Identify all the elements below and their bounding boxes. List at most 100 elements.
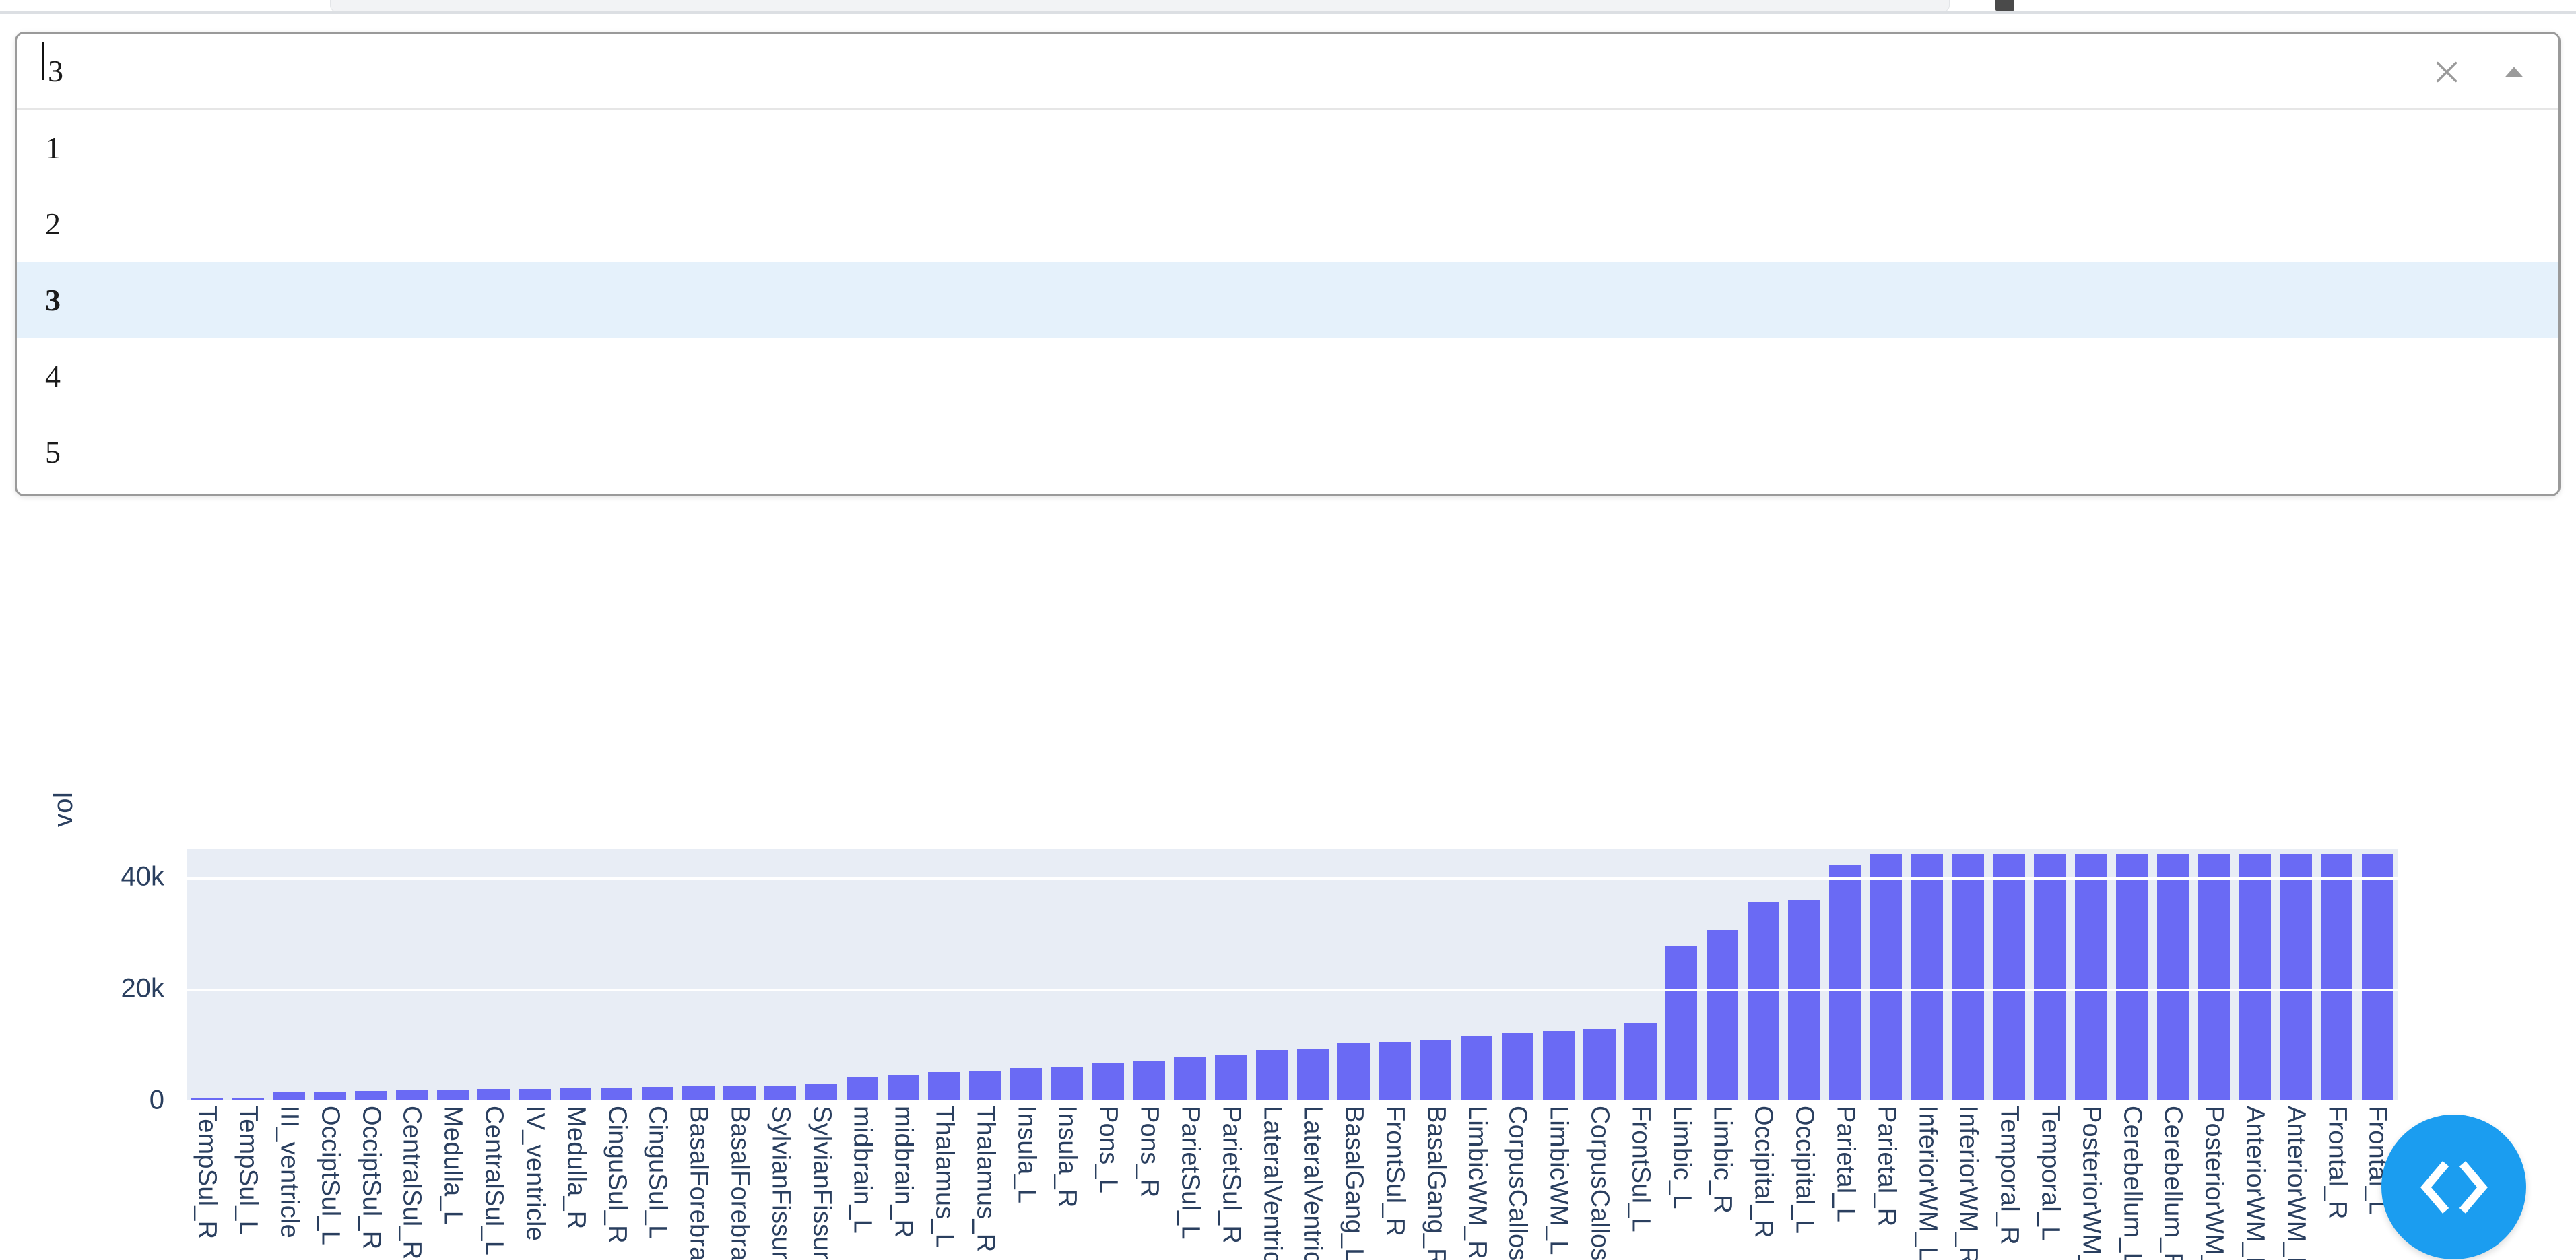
bar[interactable] [2361,854,2394,1100]
bar[interactable] [1010,1067,1043,1100]
x-axis-tick-label: Occipital_L [1790,1106,1819,1234]
bar[interactable] [1296,1048,1329,1100]
combobox-option[interactable]: 5 [17,414,2558,490]
combobox-option[interactable]: 2 [17,186,2558,262]
x-label-slot: BasalForebrain_L [719,1106,760,1260]
bar[interactable] [1255,1050,1288,1100]
x-axis-tick-label: Temporal_L [2036,1106,2065,1241]
bar-slot [924,849,965,1100]
bar[interactable] [641,1087,674,1100]
bar[interactable] [354,1090,387,1100]
bar[interactable] [1460,1035,1493,1100]
bar[interactable] [1829,865,1861,1100]
bar[interactable] [2075,854,2107,1100]
bar-slot [391,849,432,1100]
combobox-option[interactable]: 1 [17,110,2558,186]
combobox-input[interactable]: 3 [42,42,63,89]
x-label-slot: CinguSul_R [596,1106,637,1260]
bar[interactable] [1379,1041,1411,1100]
combobox-input-row[interactable]: 3 [17,34,2558,110]
code-fab-button[interactable] [2381,1115,2526,1259]
bar[interactable] [805,1084,838,1100]
bar-slot [2111,849,2152,1100]
toolbar-pill[interactable] [330,0,1950,12]
bar[interactable] [314,1091,346,1100]
bar[interactable] [2280,854,2312,1100]
bar-slot [269,849,310,1100]
x-axis-tick-label: FrontSul_L [1626,1106,1655,1232]
x-label-slot: midbrain_R [883,1106,924,1260]
bar[interactable] [887,1075,919,1100]
bar[interactable] [2115,854,2148,1100]
toolbar-square-icon[interactable] [1995,0,2014,11]
x-axis-tick-label: PosteriorWM_L [2077,1106,2106,1260]
bar[interactable] [969,1071,1001,1100]
bar-slot [1047,849,1088,1100]
bar[interactable] [1993,854,2025,1100]
bar[interactable] [1092,1063,1124,1100]
plot-area [187,849,2398,1100]
bar[interactable] [1215,1054,1247,1100]
bar[interactable] [1624,1023,1657,1100]
bar[interactable] [1747,901,1779,1100]
bar[interactable] [682,1086,715,1100]
x-label-slot: Pons_L [1088,1106,1129,1260]
x-label-slot: SylvianFissureExt_L [801,1106,842,1260]
x-axis-tick-label: BasalGang_L [1340,1106,1368,1260]
bar[interactable] [2320,854,2353,1100]
bar[interactable] [1337,1043,1370,1100]
chevron-up-icon[interactable] [2495,53,2533,91]
bar[interactable] [191,1098,224,1100]
x-axis-tick-label: TempSul_L [234,1106,263,1235]
bar[interactable] [395,1090,428,1100]
bar[interactable] [436,1090,469,1100]
bar[interactable] [1133,1061,1165,1100]
bar[interactable] [1665,946,1698,1100]
bar[interactable] [600,1087,633,1100]
bar-slot [473,849,515,1100]
bar[interactable] [2198,854,2230,1100]
bar[interactable] [2034,854,2066,1100]
bar[interactable] [1174,1057,1206,1100]
x-axis-tick-label: AnteriorWM_R [2282,1106,2311,1260]
bar[interactable] [723,1086,756,1100]
bar-slot [719,849,760,1100]
bar[interactable] [560,1088,592,1100]
bar[interactable] [928,1072,960,1100]
bar-slot [1989,849,2030,1100]
close-icon[interactable] [2428,53,2466,91]
x-label-slot: CentralSul_R [391,1106,432,1260]
bar[interactable] [1788,900,1820,1100]
bar[interactable] [764,1085,797,1100]
combobox-option[interactable]: 4 [17,338,2558,414]
x-label-slot: InferiorWM_L [1907,1106,1948,1260]
bar[interactable] [2156,854,2189,1100]
bar[interactable] [1501,1033,1534,1100]
bar[interactable] [1583,1029,1616,1100]
bar-slot [1456,849,1497,1100]
bar[interactable] [1911,854,1944,1100]
bar[interactable] [1420,1040,1452,1100]
bar[interactable] [846,1077,879,1100]
bar[interactable] [1870,854,1903,1100]
bar[interactable] [273,1092,305,1100]
bar[interactable] [519,1088,551,1100]
bar[interactable] [1706,929,1739,1100]
bar[interactable] [1051,1067,1084,1100]
x-axis-tick-label: Cerebellum_L [2118,1106,2147,1260]
bar[interactable] [477,1089,510,1100]
bar-slot [596,849,637,1100]
bar[interactable] [1952,854,1985,1100]
x-axis-tick-label: Medulla_R [562,1106,591,1230]
bar-slot [2275,849,2316,1100]
x-label-slot: IV_ventricle [515,1106,556,1260]
x-label-slot: Medulla_L [432,1106,473,1260]
bar[interactable] [232,1098,264,1100]
bar[interactable] [2239,854,2271,1100]
x-label-slot: TempSul_L [228,1106,269,1260]
bar[interactable] [1542,1030,1575,1100]
combobox-option[interactable]: 3 [17,262,2558,338]
x-label-slot: ParietSul_R [1210,1106,1251,1260]
